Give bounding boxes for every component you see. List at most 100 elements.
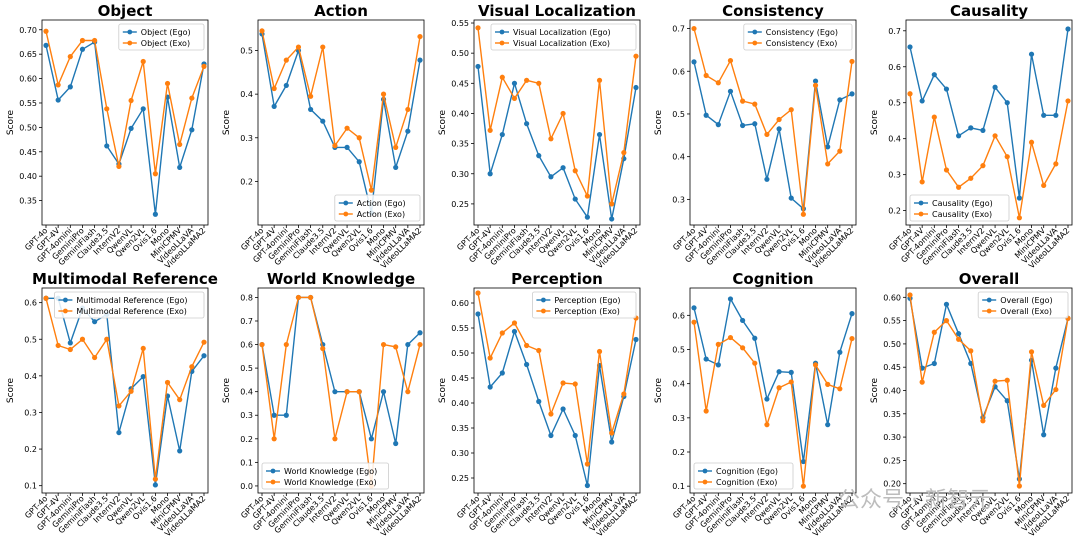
data-point-exo	[116, 163, 122, 170]
data-point-ego	[691, 59, 697, 65]
data-point-ego	[67, 340, 73, 346]
data-point-ego	[511, 328, 518, 335]
y-tick-label: 0.40	[19, 172, 37, 181]
data-point-ego	[499, 370, 505, 376]
data-point-ego	[1016, 195, 1022, 201]
chart-title: Overall	[959, 270, 1020, 288]
data-point-ego	[536, 153, 542, 159]
data-point-ego	[1053, 112, 1059, 118]
legend-box	[490, 23, 637, 51]
data-point-exo	[380, 91, 387, 97]
y-tick-label: 0.8	[240, 293, 253, 302]
data-point-exo	[116, 403, 122, 409]
plot-frame	[473, 287, 641, 494]
legend-label: Action (Ego)	[357, 199, 406, 208]
data-point-exo	[475, 290, 481, 296]
data-point-ego	[849, 311, 855, 317]
data-point-exo	[609, 201, 615, 207]
plot-frame	[41, 287, 209, 494]
data-point-exo	[475, 25, 481, 31]
legend-label: Consistency (Exo)	[766, 39, 838, 48]
data-point-ego	[703, 112, 709, 118]
data-point-exo	[536, 347, 542, 354]
data-point-ego	[55, 97, 61, 103]
data-point-exo	[332, 436, 338, 442]
data-point-exo	[368, 187, 374, 193]
data-point-ego	[837, 349, 843, 355]
legend-marker-ego	[343, 200, 349, 206]
data-point-ego	[943, 301, 950, 307]
y-tick-label: 0.35	[883, 410, 901, 419]
y-tick-label: 0.4	[672, 380, 685, 389]
data-point-exo	[764, 422, 770, 428]
data-point-exo	[283, 341, 289, 348]
series-line-ego	[261, 296, 421, 444]
data-point-exo	[919, 179, 925, 185]
data-point-ego	[524, 361, 530, 368]
y-tick-label: 0.35	[19, 197, 37, 206]
data-point-ego	[283, 412, 289, 418]
data-point-exo	[691, 25, 697, 32]
data-point-ego	[609, 439, 615, 445]
series-line-ego	[45, 40, 205, 215]
data-point-ego	[752, 335, 758, 341]
data-point-exo	[320, 44, 326, 50]
legend-box	[334, 194, 421, 222]
data-point-ego	[1004, 100, 1010, 106]
data-point-ego	[104, 143, 110, 149]
data-point-ego	[67, 84, 73, 90]
legend-label: Consistency (Ego)	[766, 28, 838, 37]
plot-frame	[905, 19, 1073, 226]
data-point-exo	[560, 380, 566, 386]
legend-label: Cognition (Exo)	[716, 478, 777, 487]
data-point-ego	[691, 305, 697, 311]
data-point-exo	[1004, 377, 1010, 383]
data-point-ego	[727, 88, 734, 94]
y-tick-label: 0.3	[240, 134, 253, 143]
y-tick-label: 0.5	[240, 47, 253, 56]
data-point-ego	[380, 389, 387, 395]
data-point-ego	[548, 174, 554, 180]
data-point-ego	[812, 78, 819, 84]
data-point-ego	[271, 412, 277, 418]
data-point-exo	[788, 107, 794, 113]
legend-label: Multimodal Reference (Exo)	[76, 307, 186, 316]
data-point-exo	[715, 80, 721, 86]
data-point-ego	[487, 171, 493, 177]
legend-marker-ego	[270, 468, 276, 474]
legend-label: Object (Ego)	[141, 28, 191, 37]
data-point-exo	[177, 397, 183, 403]
data-point-exo	[776, 385, 782, 391]
data-point-exo	[621, 150, 627, 156]
data-point-exo	[621, 391, 627, 397]
y-tick-label: 0.55	[451, 19, 469, 28]
legend-label: Cognition (Ego)	[716, 467, 778, 476]
chart-title: Visual Localization	[478, 2, 636, 20]
data-point-exo	[931, 329, 937, 335]
chart-title: Action	[314, 2, 368, 20]
y-tick-label: 0.5	[672, 110, 685, 119]
data-point-exo	[980, 418, 986, 424]
data-point-exo	[393, 144, 399, 150]
data-point-ego	[849, 91, 855, 97]
data-point-ego	[189, 127, 195, 133]
legend-marker-ego	[541, 297, 546, 303]
data-point-exo	[259, 28, 265, 34]
data-point-exo	[849, 58, 855, 65]
chart-panel-2: Action0.20.30.40.5ScoreGPT-4oGPT-4VGPT-4…	[222, 2, 425, 270]
data-point-ego	[283, 82, 289, 89]
legend-marker-ego	[986, 297, 992, 303]
data-point-exo	[92, 37, 98, 44]
plot-frame	[689, 287, 857, 494]
y-tick-label: 0.60	[451, 299, 469, 308]
y-axis-label: Score	[222, 109, 232, 135]
legend-box	[743, 23, 853, 51]
y-tick-label: 0.4	[672, 153, 685, 162]
data-point-ego	[344, 144, 350, 150]
legend-box	[118, 23, 205, 51]
data-point-ego	[1053, 365, 1059, 371]
data-point-exo	[417, 33, 423, 40]
data-point-ego	[393, 440, 399, 447]
y-tick-label: 0.55	[883, 317, 901, 326]
data-point-ego	[931, 72, 937, 78]
